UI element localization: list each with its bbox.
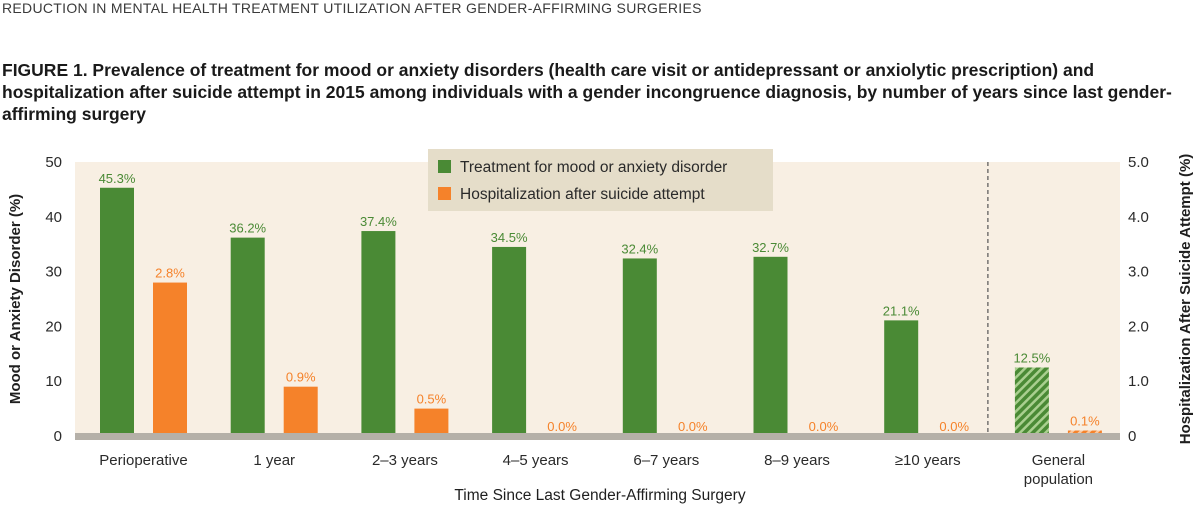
bar-treatment xyxy=(100,187,134,436)
data-label-hospitalization: 0.9% xyxy=(286,370,316,385)
bar-treatment xyxy=(884,320,919,436)
data-label-hospitalization: 0.5% xyxy=(417,392,447,407)
data-label-treatment: 32.7% xyxy=(752,240,789,255)
bar-treatment xyxy=(622,258,657,436)
y2-tick-label: 3.0 xyxy=(1128,264,1149,281)
report-header: REDUCTION IN MENTAL HEALTH TREATMENT UTI… xyxy=(2,0,702,16)
y2-tick-label: 4.0 xyxy=(1128,209,1149,226)
bar-hospitalization xyxy=(153,282,187,436)
y-tick-label: 50 xyxy=(45,154,62,171)
legend: Treatment for mood or anxiety disorder H… xyxy=(428,149,773,211)
data-label-hospitalization: 2.8% xyxy=(155,266,185,281)
x-tick-label: 4–5 years xyxy=(503,452,569,469)
y-tick-label: 30 xyxy=(45,264,62,281)
bar-hospitalization xyxy=(283,386,318,436)
baseline xyxy=(75,433,1120,440)
x-axis-label: Time Since Last Gender-Affirming Surgery xyxy=(454,487,745,504)
x-tick-label: 6–7 years xyxy=(633,452,699,469)
y2-tick-label: 1.0 xyxy=(1128,373,1149,390)
x-tick-label: General population xyxy=(1024,452,1093,488)
data-label-hospitalization: 0.0% xyxy=(939,419,969,434)
bar-treatment xyxy=(230,237,265,436)
y-axis-label-left: Mood or Anxiety Disorder (%) xyxy=(7,194,24,404)
legend-swatch-treatment xyxy=(438,160,451,173)
bar-hospitalization xyxy=(414,408,449,436)
legend-swatch-hospitalization xyxy=(438,187,451,200)
y2-tick-label: 5.0 xyxy=(1128,154,1149,171)
bar-treatment xyxy=(1014,367,1049,436)
y2-tick-label: 0 xyxy=(1128,428,1136,445)
data-label-treatment: 45.3% xyxy=(99,171,136,186)
y-tick-label: 40 xyxy=(45,209,62,226)
legend-label-treatment: Treatment for mood or anxiety disorder xyxy=(460,159,727,176)
x-tick-label: Perioperative xyxy=(99,452,187,469)
figure-title: FIGURE 1. Prevalence of treatment for mo… xyxy=(2,60,1172,124)
data-label-hospitalization: 0.1% xyxy=(1070,414,1100,429)
y-axis-label-right: Hospitalization After Suicide Attempt (%… xyxy=(1177,154,1194,445)
y-tick-label: 10 xyxy=(45,373,62,390)
y-tick-label: 20 xyxy=(45,318,62,335)
y2-tick-label: 2.0 xyxy=(1128,318,1149,335)
x-tick-label: 2–3 years xyxy=(372,452,438,469)
data-label-hospitalization: 0.0% xyxy=(678,419,708,434)
x-tick-label: ≥10 years xyxy=(895,452,961,469)
bar-treatment xyxy=(492,246,527,436)
data-label-hospitalization: 0.0% xyxy=(809,419,839,434)
data-label-treatment: 34.5% xyxy=(491,230,528,245)
data-label-treatment: 32.4% xyxy=(621,241,658,256)
y-tick-label: 0 xyxy=(54,428,62,445)
bar-treatment xyxy=(361,231,396,436)
data-label-treatment: 37.4% xyxy=(360,214,397,229)
data-label-treatment: 21.1% xyxy=(883,303,920,318)
legend-box xyxy=(428,149,773,211)
data-label-hospitalization: 0.0% xyxy=(547,419,577,434)
legend-label-hospitalization: Hospitalization after suicide attempt xyxy=(460,186,705,203)
data-label-treatment: 12.5% xyxy=(1013,351,1050,366)
data-label-treatment: 36.2% xyxy=(229,221,266,236)
bar-treatment xyxy=(753,256,788,436)
x-tick-label: 8–9 years xyxy=(764,452,830,469)
x-tick-label: 1 year xyxy=(253,452,295,469)
